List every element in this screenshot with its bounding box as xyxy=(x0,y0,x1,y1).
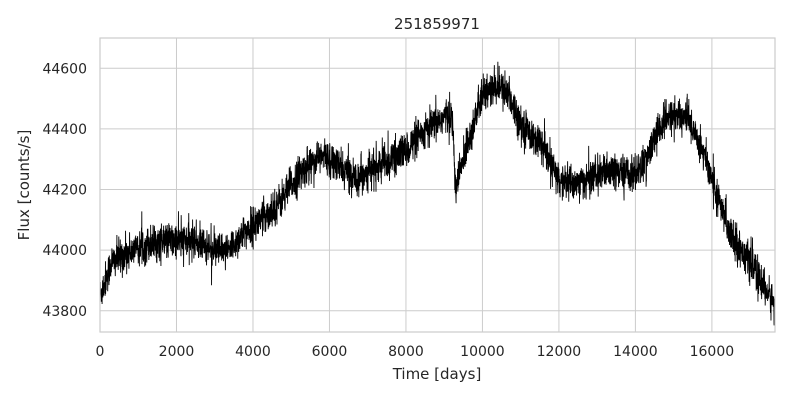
y-tick-label: 43800 xyxy=(42,304,87,320)
x-tick-label: 14000 xyxy=(613,344,658,360)
x-tick-label: 16000 xyxy=(690,344,735,360)
x-tick-label: 12000 xyxy=(537,344,582,360)
x-tick-label: 6000 xyxy=(312,344,348,360)
flux-series-line xyxy=(99,61,776,326)
x-tick-label: 0 xyxy=(96,344,105,360)
chart-title: 251859971 xyxy=(394,15,480,33)
x-tick-label: 10000 xyxy=(460,344,505,360)
grid-lines xyxy=(99,38,775,332)
y-axis-label: Flux [counts/s] xyxy=(15,130,33,241)
x-axis-ticks: 0 2000 4000 6000 8000 10000 12000 14000 16000 xyxy=(96,344,735,360)
y-tick-label: 44200 xyxy=(42,183,87,199)
y-tick-label: 44600 xyxy=(42,61,87,77)
x-tick-label: 8000 xyxy=(388,344,424,360)
data-series xyxy=(99,61,776,326)
y-axis-ticks: 43800 44000 44200 44400 44600 xyxy=(42,61,87,319)
y-tick-label: 44400 xyxy=(42,122,87,138)
x-tick-label: 2000 xyxy=(159,344,195,360)
x-tick-label: 4000 xyxy=(235,344,271,360)
y-tick-label: 44000 xyxy=(42,243,87,259)
plot-frame xyxy=(99,37,776,333)
x-axis-label: Time [days] xyxy=(392,365,482,383)
